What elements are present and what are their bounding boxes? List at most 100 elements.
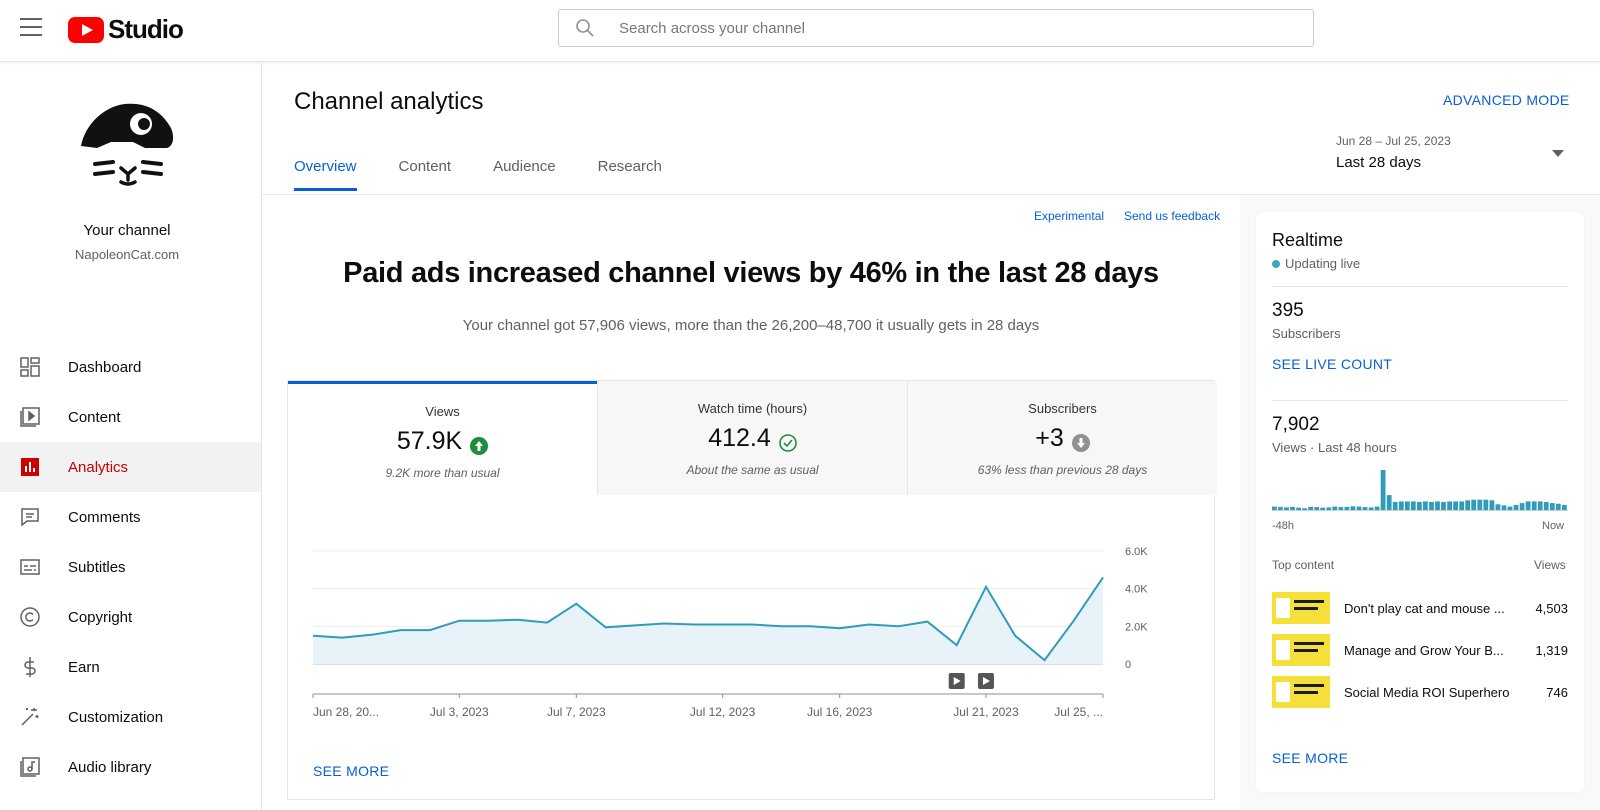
insight-subline: Your channel got 57,906 views, more than…: [462, 317, 1040, 334]
realtime-bar: [1471, 499, 1477, 510]
realtime-bar: [1429, 502, 1434, 510]
views-column-label: Views: [1534, 558, 1566, 572]
video-thumbnail: [1272, 592, 1330, 624]
metric-note: About the same as usual: [686, 463, 819, 477]
realtime-bar: [1332, 506, 1338, 510]
realtime-bar: [1338, 507, 1344, 510]
metric-value: 412.4: [708, 424, 771, 452]
sidebar-item-label: Comments: [68, 508, 141, 526]
video-views: 1,319: [1535, 642, 1568, 658]
date-range-selector[interactable]: Jun 28 – Jul 25, 2023 Last 28 days: [1336, 134, 1564, 180]
sidebar-item-subtitles[interactable]: Subtitles: [0, 542, 261, 592]
x-tick-label: Jul 3, 2023: [430, 705, 489, 719]
axis-end-label: Now: [1542, 520, 1565, 532]
see-live-count-button[interactable]: SEE LIVE COUNT: [1272, 356, 1393, 372]
see-more-button[interactable]: SEE MORE: [313, 763, 390, 779]
y-tick-label: 2.0K: [1125, 621, 1148, 633]
realtime-bar: [1356, 506, 1362, 510]
logo-text: Studio: [108, 14, 184, 44]
video-thumbnail: [1272, 634, 1330, 666]
date-range-dates: Jun 28 – Jul 25, 2023: [1336, 134, 1451, 148]
video-views: 4,503: [1535, 600, 1568, 616]
tab-content[interactable]: Content: [398, 158, 452, 175]
top-content-item[interactable]: Manage and Grow Your B... 1,319: [1272, 632, 1568, 668]
live-label: Updating live: [1285, 256, 1361, 271]
views-48h-count: 7,902: [1272, 414, 1320, 435]
x-tick-label: Jul 25, ...: [1054, 705, 1103, 719]
sidebar-item-content[interactable]: Content: [0, 392, 261, 442]
sidebar-item-audio-library[interactable]: Audio library: [0, 742, 261, 792]
experimental-link[interactable]: Experimental: [1034, 209, 1105, 223]
realtime-views-chart: [1272, 470, 1568, 511]
trend-down-icon: [1071, 430, 1090, 452]
realtime-bar: [1513, 504, 1519, 510]
top-content-item[interactable]: Don't play cat and mouse ... 4,503: [1272, 590, 1568, 626]
subscribers-label: Subscribers: [1272, 326, 1341, 341]
header-divider: [262, 194, 1600, 195]
live-dot-icon: [1272, 259, 1280, 268]
analytics-icon: [18, 455, 42, 479]
realtime-bar: [1555, 503, 1561, 510]
realtime-bar: [1519, 503, 1525, 510]
top-bar: Studio: [0, 0, 1600, 62]
metric-value: 57.9K: [396, 427, 463, 455]
views-chart: 6.0K 4.0K 2.0K 0 Jun 28, 20... Jul 3, 2023 Jul…: [312, 546, 1148, 719]
metric-divider: [597, 381, 598, 495]
check-circle-icon: [778, 430, 797, 452]
sidebar-item-dashboard[interactable]: Dashboard: [0, 342, 261, 392]
channel-avatar[interactable]: [75, 98, 180, 190]
sidebar-item-label: Audio library: [68, 758, 152, 776]
realtime-bar: [1525, 501, 1531, 510]
send-feedback-link[interactable]: Send us feedback: [1124, 209, 1221, 223]
sidebar-item-customization[interactable]: Customization: [0, 692, 261, 742]
realtime-bar: [1483, 499, 1489, 510]
realtime-bar: [1423, 501, 1428, 510]
sidebar-item-comments[interactable]: Comments: [0, 492, 261, 542]
metric-subscribers[interactable]: Subscribers +3 63% less than previous 28…: [908, 381, 1217, 495]
realtime-bar: [1489, 500, 1495, 510]
realtime-bar: [1453, 501, 1458, 510]
realtime-bar: [1410, 501, 1416, 510]
youtube-logo-icon: [68, 16, 104, 43]
realtime-bar: [1531, 501, 1537, 510]
views-area: [313, 577, 1103, 664]
tab-overview[interactable]: Overview: [294, 158, 357, 191]
video-title: Don't play cat and mouse ...: [1344, 600, 1505, 616]
tab-audience[interactable]: Audience: [493, 158, 556, 175]
sidebar-item-analytics[interactable]: Analytics: [0, 442, 261, 492]
realtime-bar: [1362, 507, 1368, 510]
video-marker-play-icon: [953, 677, 961, 685]
realtime-bar: [1507, 506, 1513, 510]
customization-icon: [18, 705, 42, 729]
sidebar-item-earn[interactable]: Earn: [0, 642, 261, 692]
metric-value-row: +3: [908, 424, 1217, 453]
realtime-bar: [1501, 505, 1507, 510]
metrics-card: Views 57.9K 9.2K more than usual Watch t…: [287, 380, 1217, 800]
copyright-icon: [18, 605, 42, 629]
search-bar[interactable]: [558, 9, 1314, 47]
realtime-bar: [1326, 507, 1332, 510]
realtime-bar: [1296, 507, 1301, 510]
studio-logo[interactable]: Studio: [68, 14, 184, 45]
dashboard-icon: [18, 355, 42, 379]
video-views: 746: [1546, 684, 1568, 700]
comments-icon: [18, 505, 42, 529]
advanced-mode-button[interactable]: ADVANCED MODE: [1443, 92, 1570, 108]
top-content-item[interactable]: Social Media ROI Superhero 746: [1272, 674, 1568, 710]
subscribers-count: 395: [1272, 300, 1304, 321]
metric-views[interactable]: Views 57.9K 9.2K more than usual: [288, 381, 597, 495]
realtime-bar: [1350, 506, 1356, 510]
metric-watch-time[interactable]: Watch time (hours) 412.4 About the same …: [598, 381, 907, 495]
views-48h-label: Views · Last 48 hours: [1272, 440, 1397, 455]
x-tick-label: Jul 12, 2023: [690, 705, 756, 719]
menu-icon[interactable]: [20, 18, 42, 36]
video-title: Manage and Grow Your B...: [1344, 642, 1504, 658]
see-more-realtime-button[interactable]: SEE MORE: [1272, 750, 1349, 766]
realtime-bar: [1308, 506, 1313, 510]
sidebar-item-label: Customization: [68, 708, 164, 726]
audio-library-icon: [18, 755, 42, 779]
sidebar-item-copyright[interactable]: Copyright: [0, 592, 261, 642]
realtime-bar: [1314, 507, 1320, 510]
search-input[interactable]: [619, 19, 1279, 37]
tab-research[interactable]: Research: [597, 158, 662, 175]
